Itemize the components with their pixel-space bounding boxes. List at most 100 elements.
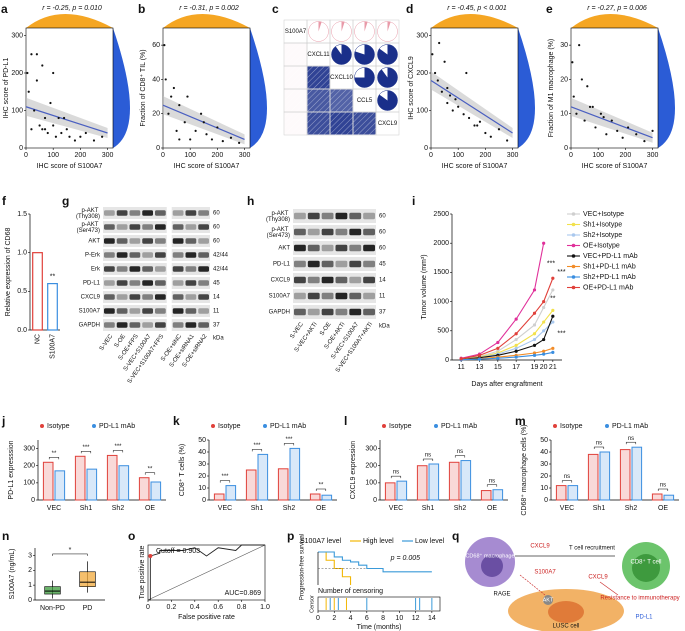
point	[572, 95, 575, 98]
bracket	[486, 484, 498, 487]
x-tick-label: Sh1	[422, 505, 435, 512]
band	[155, 210, 166, 216]
y-tick-label: 50	[198, 437, 206, 444]
panel-letter: k	[173, 414, 180, 428]
series-point	[532, 311, 537, 315]
legend-label: Isotype	[389, 423, 412, 430]
band	[307, 244, 320, 252]
x-axis-label: IHC score of S100A7	[174, 163, 240, 170]
band	[142, 224, 153, 230]
band	[129, 280, 141, 286]
x-tick-label: 0	[429, 152, 433, 159]
point	[443, 60, 446, 63]
band	[185, 266, 197, 272]
point	[440, 90, 443, 93]
bar	[631, 446, 643, 501]
band	[129, 266, 141, 272]
band	[142, 252, 153, 258]
y-axis-label: IHC score of PD-L1	[3, 58, 10, 119]
series-point	[551, 276, 555, 280]
band	[129, 322, 141, 328]
y-tick-label: 100	[416, 107, 428, 114]
annotation: *	[69, 547, 72, 554]
row-label: p-AKT (Ser473)	[77, 222, 100, 234]
bar	[86, 468, 98, 501]
censor-title: Number of censoring	[318, 588, 383, 595]
band	[321, 212, 334, 220]
diagram-label: S100A7	[534, 570, 556, 576]
bar	[587, 453, 599, 501]
kda-label: 60	[213, 225, 220, 231]
band	[198, 252, 209, 258]
bar	[309, 493, 321, 501]
x-axis-label: Days after engraftment	[471, 381, 542, 388]
band	[185, 238, 197, 244]
censor-strip	[317, 596, 441, 612]
series-point	[532, 343, 537, 347]
band	[142, 210, 153, 216]
x-axis-label: Time (months)	[357, 624, 402, 631]
pie	[318, 21, 322, 32]
point	[54, 135, 58, 138]
x-tick-label: Sh1	[593, 505, 606, 512]
x-tick-label: PD	[83, 605, 93, 612]
y-tick-label: 0.0	[17, 327, 27, 334]
band	[335, 292, 348, 300]
km-curve	[318, 551, 432, 573]
point	[68, 135, 71, 138]
row-label: p-AKT (Thy308)	[76, 208, 100, 220]
cell-hatch	[307, 89, 330, 112]
kda-label: 60	[213, 239, 220, 245]
band	[155, 224, 166, 230]
plot-frame	[570, 27, 659, 149]
bar	[619, 449, 631, 501]
y-tick-label: 0.5	[17, 288, 27, 295]
point	[221, 140, 224, 143]
bar	[555, 485, 567, 501]
bracket	[144, 472, 156, 475]
y-axis-label: Progression-free survival	[300, 534, 306, 600]
membrane	[103, 235, 167, 247]
series-point	[496, 356, 500, 360]
bracket	[657, 488, 669, 491]
band	[155, 238, 166, 244]
y-axis-label: CXCL9 expression	[350, 441, 357, 499]
band	[116, 266, 128, 272]
t-cell-nucleus	[632, 554, 660, 582]
band	[185, 280, 197, 286]
band	[307, 260, 320, 268]
band	[155, 252, 166, 258]
x-tick-label: 14	[428, 615, 436, 622]
row-label: GAPDH	[269, 310, 290, 316]
series-point	[514, 349, 518, 353]
membrane	[171, 291, 210, 303]
point	[506, 139, 509, 142]
y-tick-label: 0	[202, 497, 206, 504]
band	[294, 228, 306, 236]
top-density	[431, 14, 518, 28]
series-point	[514, 337, 518, 342]
x-tick-label: OE	[487, 505, 497, 512]
top-density	[26, 14, 113, 28]
legend-marker	[553, 424, 557, 428]
pair-label: ***	[114, 444, 122, 450]
panel-letter: f	[2, 194, 7, 208]
pair-label: ***	[221, 474, 229, 480]
point	[210, 138, 214, 141]
legend-marker	[571, 264, 576, 269]
series-point	[542, 305, 546, 310]
cell-hatch	[284, 89, 307, 112]
band	[307, 308, 320, 316]
legend-marker	[571, 233, 576, 237]
pair-label: ns	[628, 436, 634, 442]
diagram-label: AKT	[543, 597, 554, 603]
point	[43, 128, 47, 131]
point	[65, 128, 68, 131]
fit-band	[163, 96, 245, 145]
point	[635, 133, 638, 136]
legend-marker	[211, 424, 215, 428]
x-tick-label: Sh1	[80, 505, 93, 512]
diagram-label: Resistance to immunotherapy	[600, 596, 679, 602]
row-label-line: (Thy308)	[76, 214, 100, 220]
band	[155, 294, 166, 300]
